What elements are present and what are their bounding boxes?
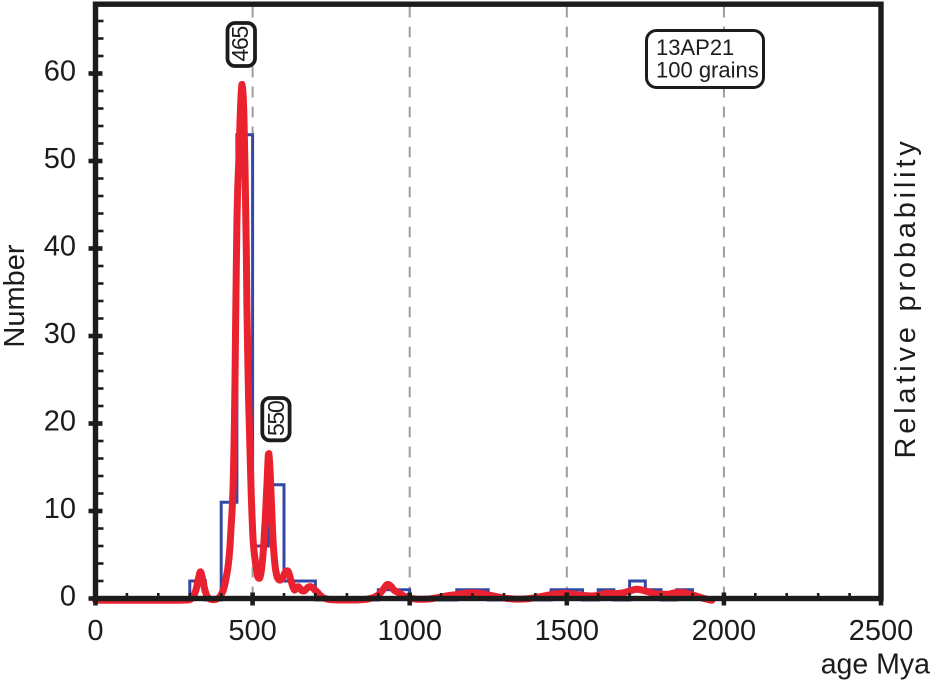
- svg-text:500: 500: [228, 615, 276, 647]
- svg-text:1000: 1000: [377, 615, 442, 647]
- svg-text:Relative probability: Relative probability: [890, 137, 922, 458]
- svg-text:10: 10: [44, 493, 76, 525]
- svg-text:30: 30: [44, 318, 76, 350]
- svg-text:0: 0: [60, 581, 76, 613]
- svg-text:465: 465: [227, 27, 253, 62]
- svg-text:2000: 2000: [692, 615, 757, 647]
- svg-text:40: 40: [44, 231, 76, 263]
- svg-text:60: 60: [44, 56, 76, 88]
- svg-text:100 grains: 100 grains: [656, 58, 759, 83]
- svg-text:2500: 2500: [849, 615, 914, 647]
- svg-text:20: 20: [44, 406, 76, 438]
- svg-text:age Mya: age Mya: [821, 649, 930, 681]
- svg-text:50: 50: [44, 143, 76, 175]
- svg-text:1500: 1500: [535, 615, 600, 647]
- svg-text:13AP21: 13AP21: [656, 35, 734, 60]
- svg-text:0: 0: [87, 615, 103, 647]
- svg-text:Number: Number: [0, 244, 31, 347]
- svg-text:550: 550: [263, 401, 289, 436]
